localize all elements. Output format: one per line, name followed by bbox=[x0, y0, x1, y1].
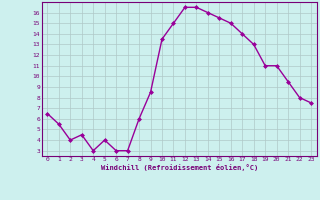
X-axis label: Windchill (Refroidissement éolien,°C): Windchill (Refroidissement éolien,°C) bbox=[100, 164, 258, 171]
